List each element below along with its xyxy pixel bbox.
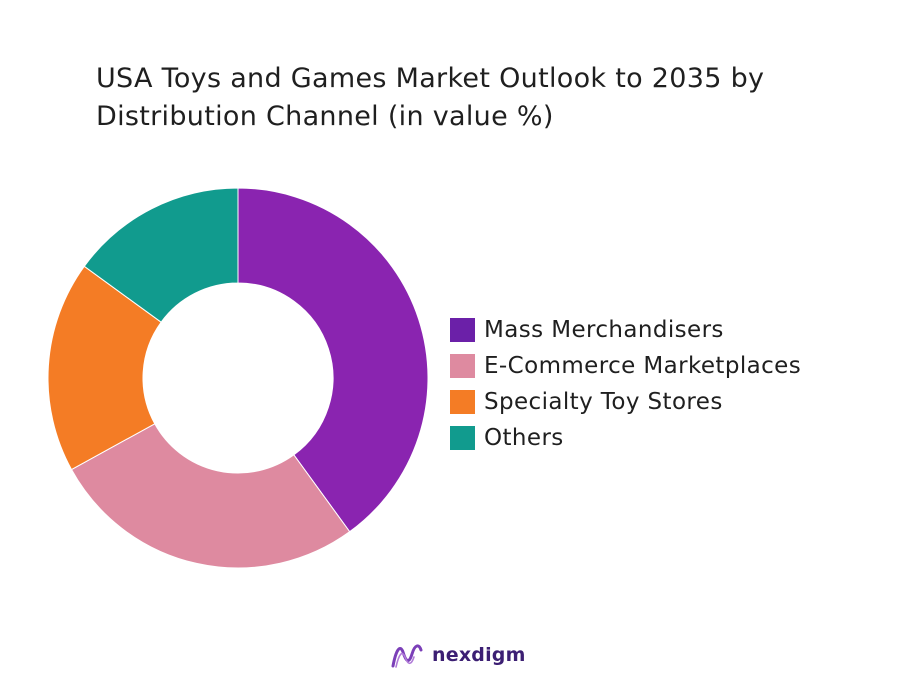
legend-label-specialty-toy-stores: Specialty Toy Stores bbox=[484, 389, 723, 415]
chart-title: USA Toys and Games Market Outlook to 203… bbox=[96, 60, 856, 136]
donut-slice-mass-merchandisers bbox=[237, 187, 429, 533]
legend-swatch-specialty-toy-stores bbox=[450, 390, 475, 414]
legend-item-e-commerce-marketplaces: E-Commerce Marketplaces bbox=[450, 348, 801, 384]
donut-chart bbox=[47, 187, 429, 569]
chart-title-line-1: USA Toys and Games Market Outlook to 203… bbox=[96, 63, 765, 94]
chart-title-line-2: Distribution Channel (in value %) bbox=[96, 101, 554, 132]
donut-slice-specialty-toy-stores bbox=[47, 265, 162, 471]
legend-item-mass-merchandisers: Mass Merchandisers bbox=[450, 312, 801, 348]
legend-swatch-e-commerce-marketplaces bbox=[450, 354, 475, 378]
donut-slice-e-commerce-marketplaces bbox=[70, 423, 351, 569]
legend-swatch-others bbox=[450, 426, 475, 450]
brand-logo: nexdigm bbox=[390, 640, 526, 670]
brand-name: nexdigm bbox=[432, 644, 526, 666]
legend-label-e-commerce-marketplaces: E-Commerce Marketplaces bbox=[484, 353, 802, 379]
legend-swatch-mass-merchandisers bbox=[450, 318, 475, 342]
legend-item-others: Others bbox=[450, 420, 801, 456]
legend-label-mass-merchandisers: Mass Merchandisers bbox=[484, 317, 724, 343]
donut-slice-others bbox=[83, 187, 239, 323]
legend-item-specialty-toy-stores: Specialty Toy Stores bbox=[450, 384, 801, 420]
nexdigm-logo-icon bbox=[391, 644, 423, 668]
legend-label-others: Others bbox=[484, 425, 564, 451]
chart-legend: Mass Merchandisers E-Commerce Marketplac… bbox=[450, 312, 801, 456]
